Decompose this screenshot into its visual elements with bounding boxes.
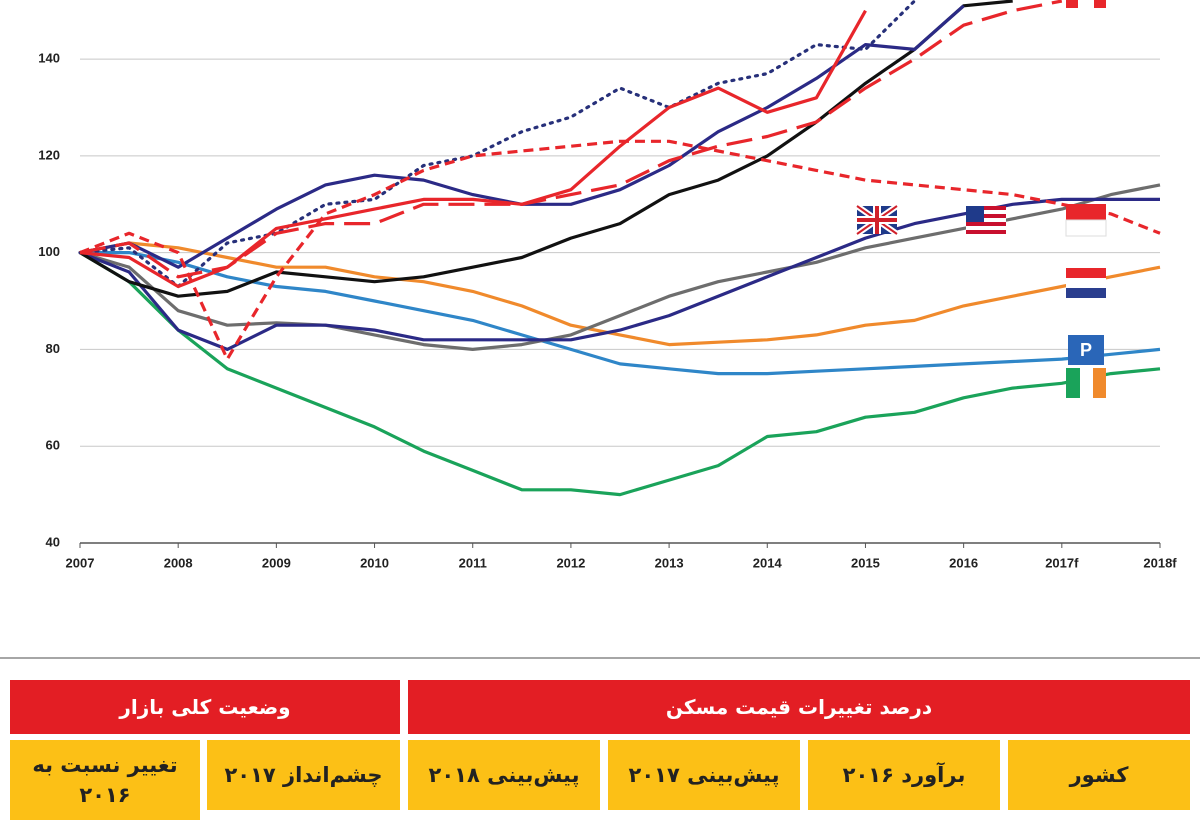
line-series [80, 251, 1161, 376]
plot-area [78, 0, 1161, 497]
line-series [79, 0, 1013, 298]
x-tick-label: 2016 [949, 555, 978, 570]
x-tick-label: 2018f [1143, 555, 1177, 570]
column-header: چشم‌انداز ۲۰۱۷ [207, 740, 400, 810]
line-series [79, 4, 965, 269]
table-header: وضعیت کلی بازار [10, 680, 400, 734]
svg-text:P: P [1080, 340, 1092, 360]
column-header: برآورد ۲۰۱۶ [808, 740, 1000, 810]
line-series [79, 241, 1161, 347]
x-tick-label: 2015 [851, 555, 880, 570]
y-tick-label: 100 [38, 244, 60, 259]
x-tick-label: 2012 [556, 555, 585, 570]
flag-netherlands [1066, 268, 1106, 298]
line-series [79, 251, 1161, 497]
flag-singapore [1065, 204, 1107, 237]
y-tick-label: 40 [46, 534, 60, 549]
column-header: تغییر نسبت به ۲۰۱۶ [10, 740, 200, 820]
x-tick-label: 2009 [262, 555, 291, 570]
flag-us [966, 206, 1006, 236]
x-tick-label: 2017f [1045, 555, 1079, 570]
x-tick-label: 2007 [66, 555, 95, 570]
line-series [79, 139, 1161, 361]
y-tick-label: 80 [46, 341, 60, 356]
column-header: پیش‌بینی ۲۰۱۸ [408, 740, 600, 810]
y-tick-label: 140 [38, 51, 60, 66]
x-tick-label: 2010 [360, 555, 389, 570]
x-tick-label: 2011 [459, 555, 487, 570]
column-header: پیش‌بینی ۲۰۱۷ [608, 740, 800, 810]
flag-ireland [1066, 368, 1106, 398]
x-tick-label: 2008 [164, 555, 193, 570]
table-header: درصد تغییرات قیمت مسکن [408, 680, 1190, 734]
y-tick-label: 120 [38, 147, 60, 162]
line-series [78, 0, 917, 289]
flag-top [1066, 0, 1106, 8]
line-series [79, 0, 1063, 279]
flag-parking: P [1068, 335, 1104, 365]
line-series [79, 9, 867, 289]
y-tick-label: 60 [46, 438, 60, 453]
x-tick-label: 2014 [753, 555, 783, 570]
chart: P 40 60 80 100 120 140 2007 2008 2009 2010 2011 201… [0, 0, 1200, 659]
flag-uk [855, 203, 899, 237]
column-header: کشور [1008, 740, 1190, 810]
flags: P [855, 0, 1107, 398]
x-tick-label: 2013 [655, 555, 684, 570]
